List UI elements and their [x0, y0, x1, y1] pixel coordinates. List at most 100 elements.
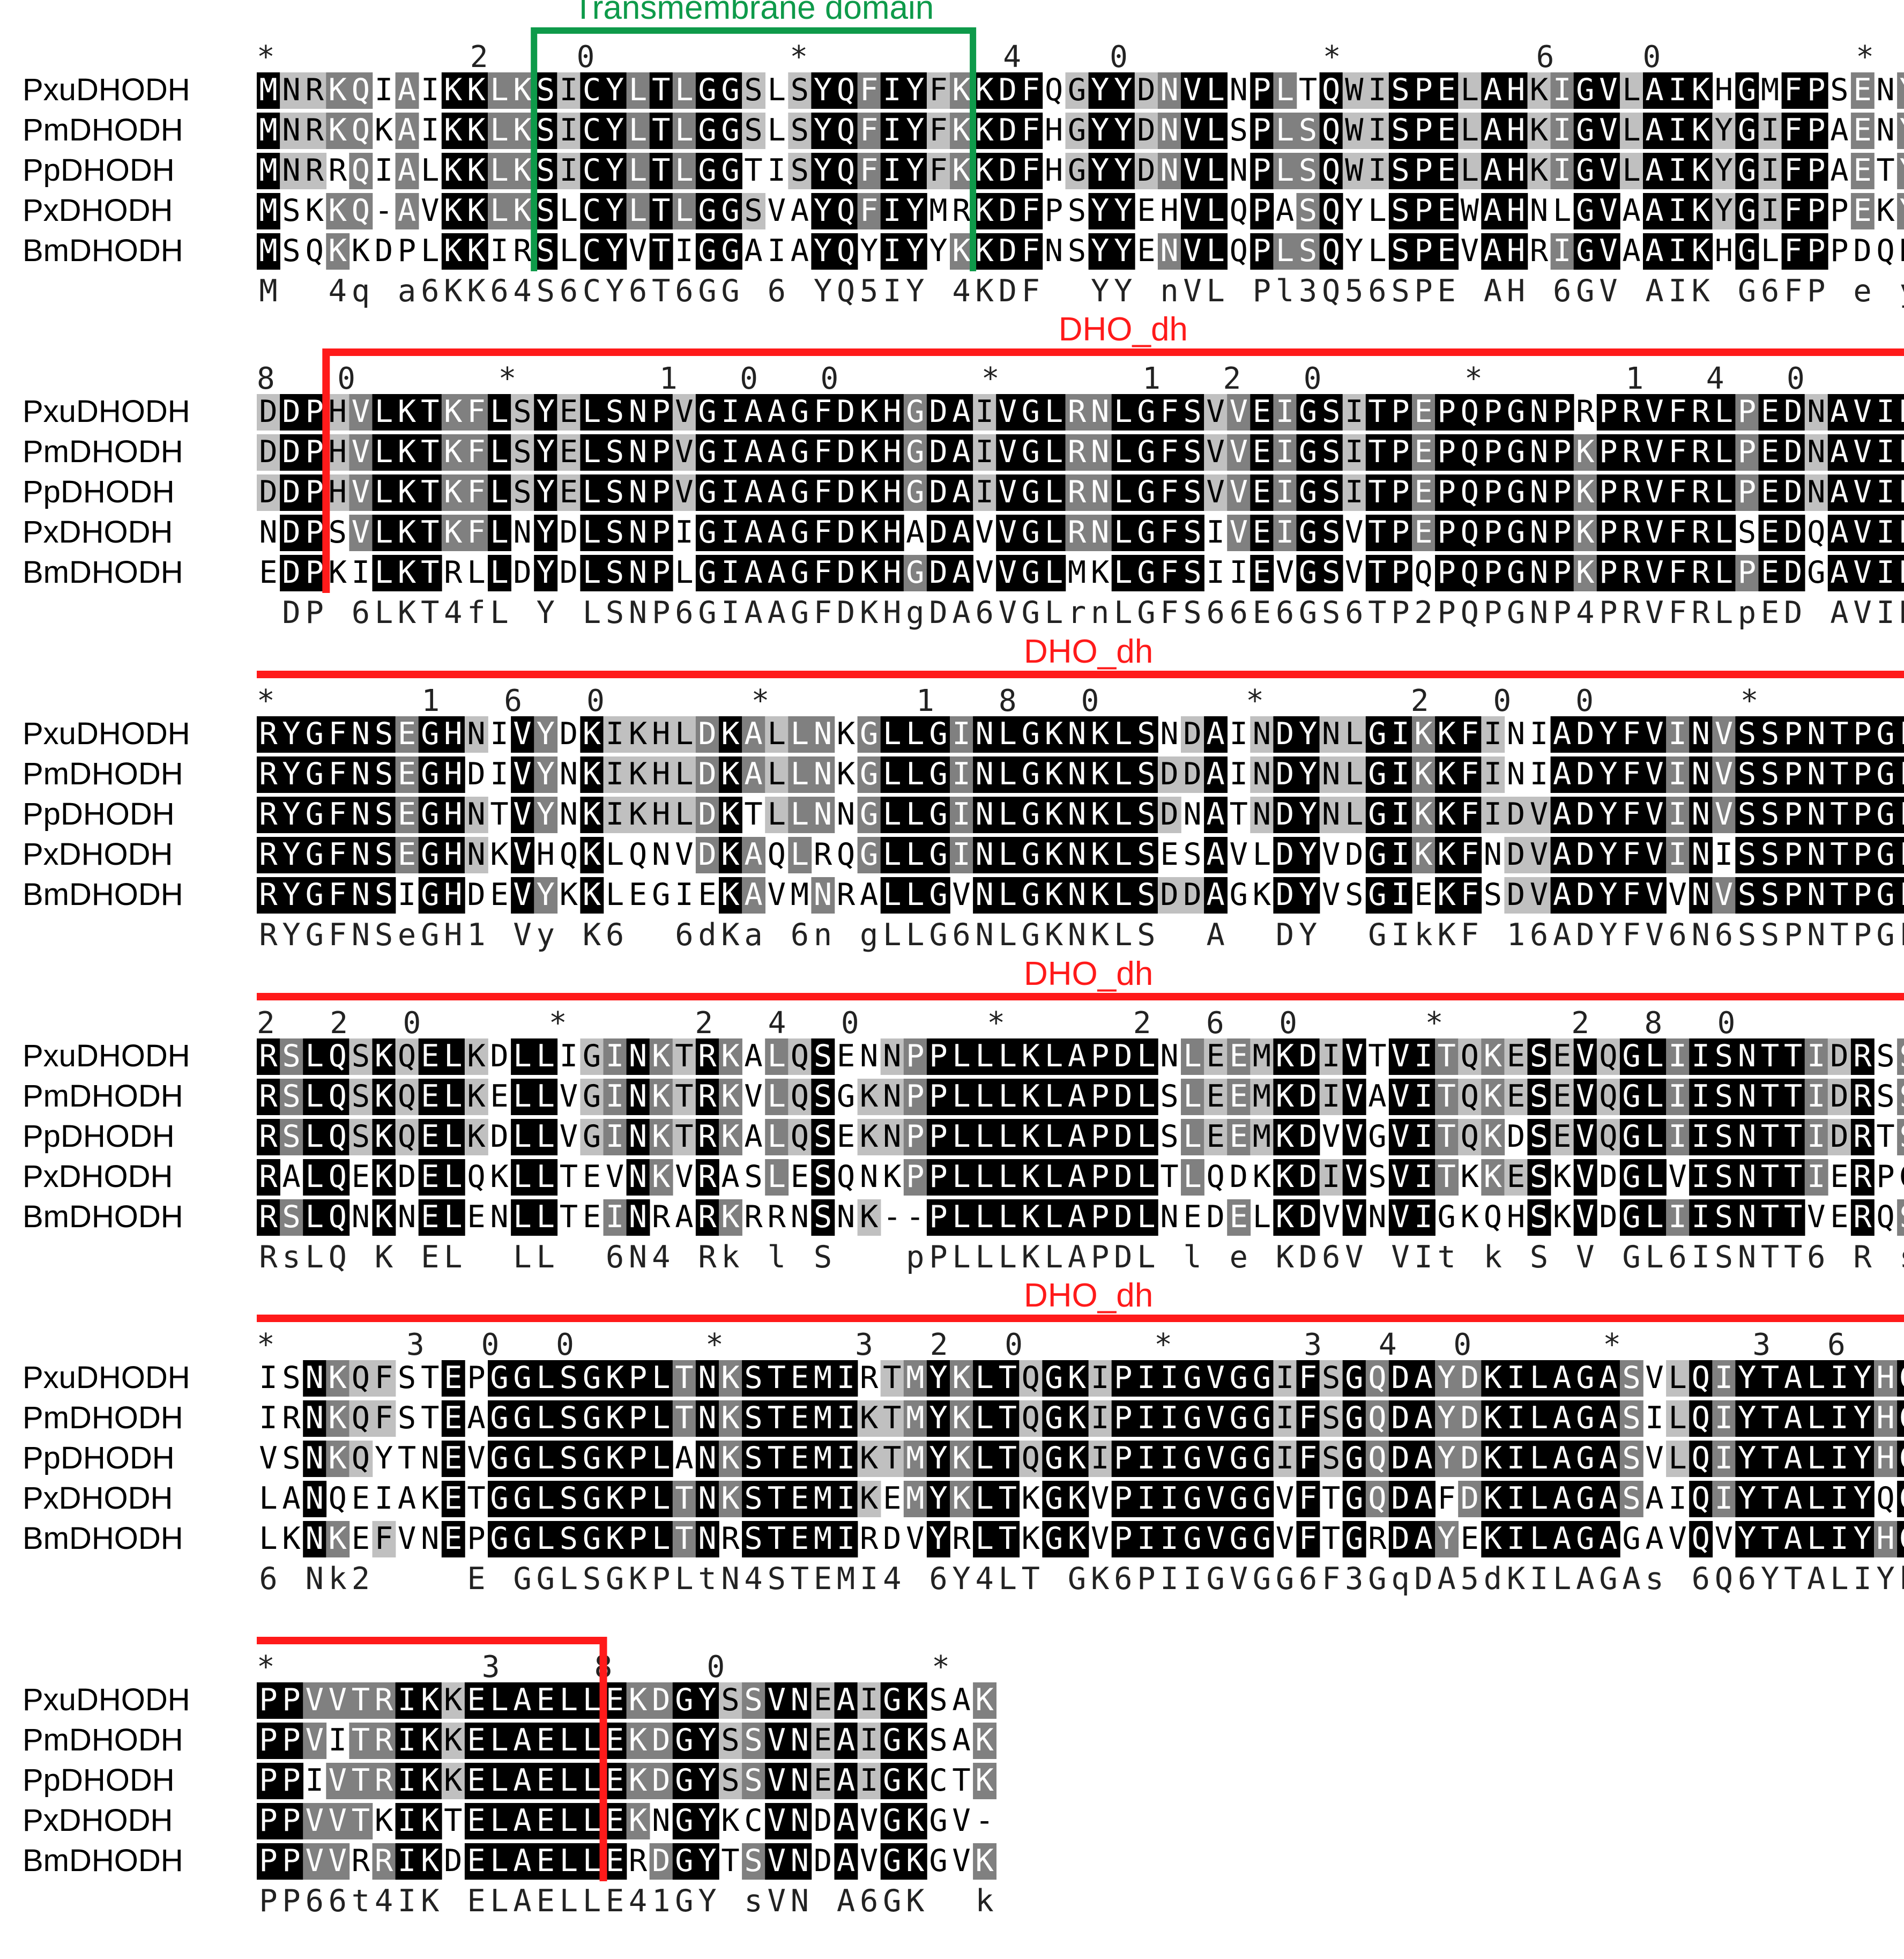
- consensus-residue: Y: [814, 273, 832, 309]
- residue: L: [1368, 233, 1386, 269]
- residue: P: [1876, 1159, 1894, 1194]
- consensus-residue: K: [444, 273, 463, 309]
- residue: I: [675, 233, 693, 269]
- sequence-name: PmDHODH: [23, 113, 183, 147]
- residue: N: [1068, 716, 1086, 752]
- residue-shade: [1319, 193, 1343, 229]
- residue: S: [560, 1521, 578, 1556]
- consensus-residue: y: [1900, 273, 1904, 309]
- residue: L: [444, 1199, 462, 1235]
- consensus-residue: S: [375, 917, 393, 953]
- consensus-residue: 6: [675, 595, 693, 630]
- residue: K: [652, 1038, 671, 1074]
- residue: S: [1530, 1079, 1548, 1114]
- consensus-residue: A: [1484, 273, 1502, 309]
- residue: I: [1368, 72, 1386, 108]
- residue: Y: [929, 1400, 947, 1436]
- residue: K: [490, 837, 509, 872]
- residue: I: [675, 877, 693, 912]
- consensus-residue: A: [837, 1883, 855, 1919]
- residue: G: [1738, 153, 1756, 188]
- residue: G: [306, 756, 324, 792]
- residue: S: [721, 1763, 739, 1798]
- residue: F: [1160, 394, 1178, 429]
- residue: P: [1253, 72, 1271, 108]
- residue-shade: [1689, 72, 1713, 109]
- residue: K: [976, 113, 994, 148]
- residue: I: [1669, 1079, 1687, 1114]
- residue: Y: [698, 1682, 716, 1718]
- consensus-residue: R: [1622, 595, 1641, 630]
- residue: N: [1807, 877, 1825, 912]
- residue: V: [1645, 837, 1663, 872]
- residue: T: [1761, 1360, 1779, 1396]
- residue: G: [1137, 474, 1155, 510]
- consensus-residue: I: [1876, 595, 1894, 630]
- consensus-residue: L: [490, 595, 508, 630]
- residue-shade: [1735, 153, 1759, 189]
- residue-shade: [303, 72, 327, 109]
- residue: L: [952, 1119, 970, 1154]
- consensus-residue: Y: [952, 1561, 970, 1597]
- residue: E: [537, 1803, 555, 1838]
- residue: G: [1900, 1400, 1904, 1436]
- residue: V: [1230, 515, 1248, 550]
- residue-shade: [649, 153, 673, 189]
- residue: T: [952, 1763, 970, 1798]
- consensus-residue: H: [444, 917, 462, 953]
- residue: F: [329, 877, 347, 912]
- residue-shade: [649, 72, 673, 109]
- consensus-residue: K: [375, 1240, 393, 1275]
- consensus-residue: S: [583, 1561, 601, 1597]
- residue-shade: [1273, 113, 1297, 149]
- residue: L: [583, 1682, 601, 1718]
- consensus-residue: 4: [375, 1883, 393, 1919]
- residue: L: [1530, 1400, 1548, 1436]
- residue: K: [721, 1199, 740, 1235]
- residue: Y: [1599, 756, 1617, 792]
- residue: G: [1045, 1481, 1063, 1516]
- residue: L: [1645, 1199, 1663, 1235]
- residue: N: [976, 877, 994, 912]
- consensus-residue: A: [1622, 1561, 1640, 1597]
- residue: H: [1507, 233, 1525, 269]
- residue: N: [1253, 716, 1271, 752]
- residue: P: [1414, 193, 1432, 228]
- residue: K: [1461, 1199, 1479, 1235]
- residue: D: [444, 1843, 462, 1879]
- residue: R: [1692, 515, 1710, 550]
- consensus-residue: q: [1391, 1561, 1409, 1597]
- residue: G: [306, 877, 324, 912]
- residue: D: [1183, 756, 1201, 792]
- consensus-residue: E: [1438, 273, 1456, 309]
- residue: Y: [1438, 1521, 1456, 1556]
- residue: I: [606, 756, 624, 792]
- residue: V: [1391, 1038, 1409, 1074]
- consensus-residue: 6: [1692, 1561, 1710, 1597]
- residue: L: [1253, 837, 1271, 872]
- consensus-residue: 6: [352, 595, 370, 630]
- residue: G: [1876, 797, 1894, 832]
- residue: D: [513, 555, 531, 590]
- residue: K: [952, 1441, 971, 1476]
- residue: L: [513, 1079, 531, 1114]
- residue: E: [814, 1763, 832, 1798]
- residue: T: [768, 1441, 786, 1476]
- residue: L: [1207, 72, 1225, 108]
- residue: L: [999, 716, 1017, 752]
- residue: E: [1207, 1119, 1225, 1154]
- residue: G: [1900, 1441, 1904, 1476]
- residue: P: [1853, 877, 1871, 912]
- residue-shade: [1181, 72, 1204, 109]
- residue: G: [1622, 1199, 1640, 1235]
- residue: V: [560, 1079, 578, 1114]
- consensus-residue: L: [883, 917, 901, 953]
- consensus-residue: 5: [860, 273, 878, 309]
- residue: P: [652, 515, 670, 550]
- residue: L: [768, 113, 786, 148]
- residue: L: [1900, 716, 1904, 752]
- residue-shade: [1412, 193, 1436, 229]
- consensus-residue: S: [1715, 1240, 1733, 1275]
- residue: L: [791, 797, 809, 832]
- residue: R: [259, 797, 278, 832]
